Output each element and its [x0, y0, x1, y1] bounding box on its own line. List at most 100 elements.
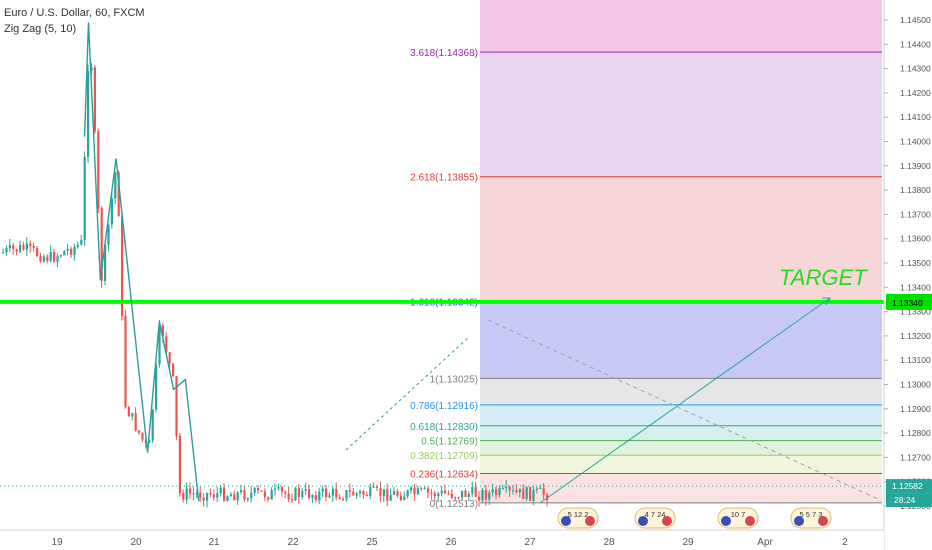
- candle: [49, 252, 52, 261]
- candle: [362, 491, 365, 495]
- candle: [70, 248, 73, 255]
- candle: [25, 243, 28, 250]
- time-tick-label: 29: [682, 537, 694, 548]
- candle: [131, 413, 134, 417]
- candle: [253, 488, 256, 493]
- candle: [386, 489, 389, 501]
- fib-level-label: 0.382(1.12709): [410, 451, 478, 462]
- candle: [542, 488, 545, 495]
- candle: [12, 245, 15, 250]
- candle: [246, 498, 249, 500]
- price-tick-label: 1.13900: [900, 161, 931, 171]
- candle: [97, 131, 100, 209]
- fib-level-label: 3.618(1.14368): [410, 48, 478, 59]
- candle: [151, 409, 154, 441]
- flag-icon: [662, 516, 672, 526]
- fib-zone: [480, 425, 882, 441]
- target-price-tag: [886, 293, 932, 310]
- candle: [403, 496, 406, 501]
- time-tick-label: 25: [366, 537, 378, 548]
- price-axis-background: [884, 0, 932, 550]
- candle: [379, 488, 382, 497]
- candle: [212, 494, 215, 498]
- fib-zone: [480, 440, 882, 456]
- candle: [5, 248, 8, 253]
- target-annotation: TARGET: [779, 265, 868, 290]
- candle: [416, 488, 419, 495]
- candle: [348, 490, 351, 492]
- candle: [498, 488, 501, 496]
- candle: [32, 245, 35, 248]
- candle: [481, 490, 484, 501]
- candle: [257, 488, 260, 491]
- candle: [15, 249, 18, 252]
- candle: [155, 364, 158, 410]
- candle: [63, 250, 66, 256]
- target-projection-line: [539, 297, 831, 504]
- candle: [484, 490, 487, 500]
- time-tick-label: 28: [603, 537, 615, 548]
- candle: [440, 490, 443, 494]
- candle: [250, 492, 253, 499]
- time-tick-label: 22: [287, 537, 299, 548]
- candle: [433, 493, 436, 497]
- candle: [501, 488, 504, 490]
- countdown-tag: [886, 493, 932, 508]
- candle: [338, 497, 341, 499]
- candle: [117, 172, 120, 217]
- price-tick-label: 1.13600: [900, 234, 931, 244]
- candle: [2, 252, 5, 254]
- candle: [277, 487, 280, 489]
- candle: [505, 486, 508, 489]
- price-tick-label: 1.13500: [900, 258, 931, 268]
- fib-zone: [480, 404, 882, 426]
- candle: [36, 247, 39, 256]
- candle: [168, 352, 171, 364]
- fib-zone: [480, 0, 882, 53]
- candle: [202, 497, 205, 501]
- price-tick-label: 1.13800: [900, 185, 931, 195]
- candle: [274, 488, 277, 490]
- candle: [199, 492, 202, 498]
- candle: [457, 497, 460, 499]
- candle: [90, 67, 93, 72]
- current-price-tag-label: 1.12582: [892, 481, 923, 491]
- event-badge-label: 4 7 24: [645, 510, 666, 519]
- candle: [80, 240, 83, 245]
- candle: [263, 491, 266, 498]
- candle: [314, 495, 317, 501]
- fib-level-label: 0(1.12513): [430, 499, 478, 510]
- candle: [529, 487, 532, 501]
- candle: [110, 198, 113, 225]
- candle: [29, 243, 32, 246]
- candle: [447, 493, 450, 495]
- candle: [413, 487, 416, 495]
- candle: [376, 486, 379, 489]
- price-tick-label: 1.14000: [900, 137, 931, 147]
- candle: [389, 494, 392, 501]
- candle: [318, 491, 321, 501]
- candle: [308, 489, 311, 498]
- time-tick-label: 20: [130, 537, 142, 548]
- countdown-tag-label: 28:24: [894, 495, 916, 505]
- candle: [195, 492, 198, 494]
- candle: [287, 493, 290, 500]
- candle: [19, 245, 22, 252]
- price-tick-label: 1.12700: [900, 452, 931, 462]
- flag-icon: [561, 516, 571, 526]
- candle: [141, 432, 144, 440]
- time-tick-label: 19: [51, 537, 63, 548]
- candle: [297, 488, 300, 497]
- candle: [321, 488, 324, 492]
- candle: [229, 494, 232, 497]
- candle: [124, 315, 127, 408]
- price-tick-label: 1.12900: [900, 404, 931, 414]
- candle: [331, 488, 334, 496]
- candle: [93, 67, 96, 132]
- candle: [114, 172, 117, 199]
- candle: [410, 487, 413, 491]
- candle: [359, 491, 362, 494]
- fib-level-label: 0.236(1.12634): [410, 469, 478, 480]
